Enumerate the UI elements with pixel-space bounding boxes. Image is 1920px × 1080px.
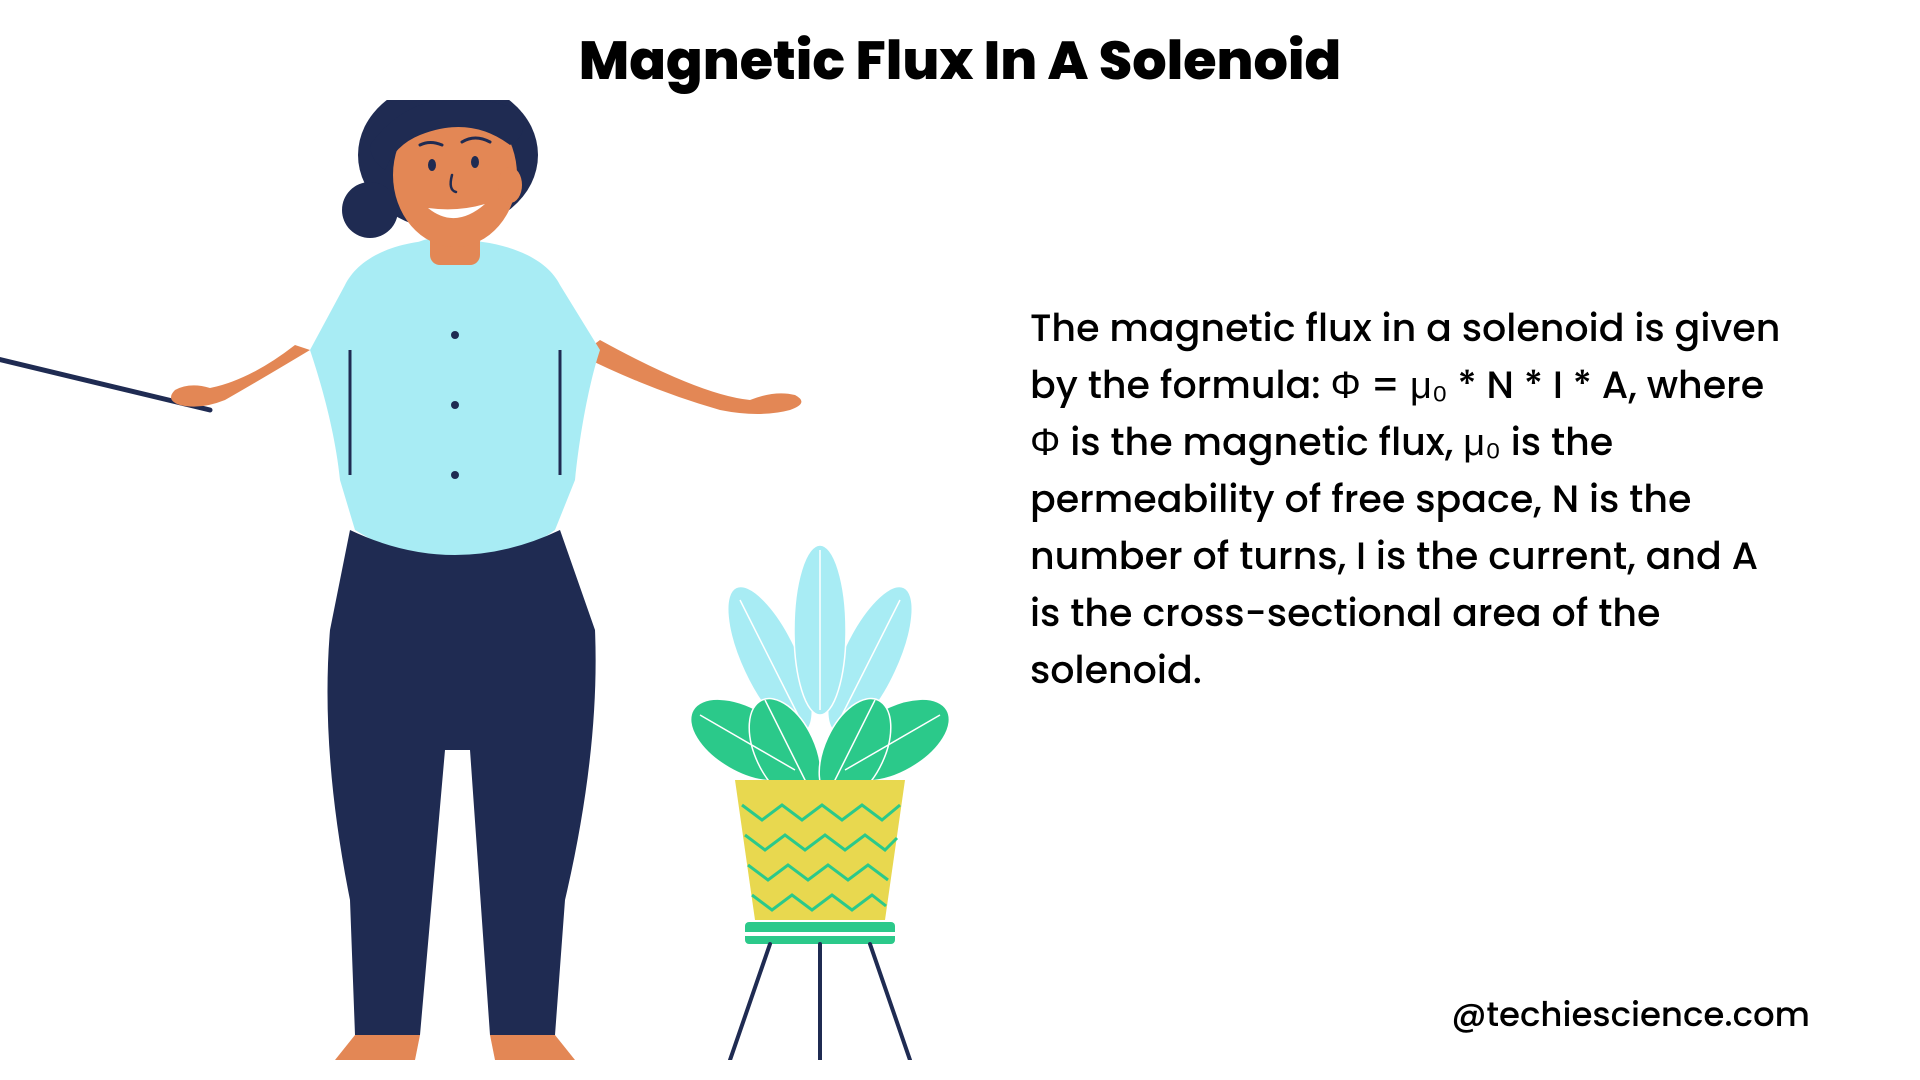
page-title: Magnetic Flux In A Solenoid: [0, 20, 1920, 101]
right-arm: [580, 340, 801, 414]
plant-stand-legs: [730, 944, 910, 1060]
plant-pot: [735, 780, 905, 920]
feet: [335, 1035, 575, 1060]
pants: [328, 530, 596, 1035]
shirt: [310, 238, 600, 566]
plant: [677, 545, 960, 1060]
attribution-text: @techiescience.com: [1452, 989, 1810, 1040]
description-text: The magnetic flux in a solenoid is given…: [1030, 300, 1790, 699]
left-arm: [171, 345, 310, 407]
teacher-plant-illustration: [0, 100, 960, 1060]
head: [342, 100, 538, 247]
